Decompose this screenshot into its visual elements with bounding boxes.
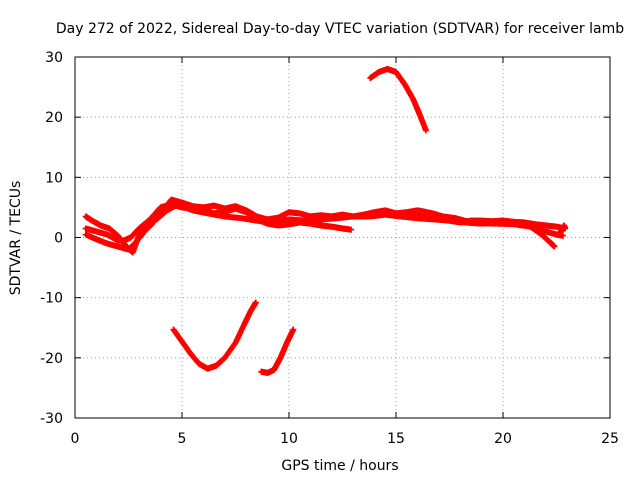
series-track-3 (82, 201, 558, 253)
y-tick-label: -10 (40, 291, 63, 307)
series-track-6 (367, 66, 429, 134)
x-axis-label: GPS time / hours (281, 458, 398, 474)
y-tick-label: -20 (40, 351, 63, 367)
x-tick-label: 25 (601, 431, 619, 447)
data-point (290, 326, 297, 333)
y-tick-label: 10 (45, 170, 63, 186)
data-point (551, 243, 558, 250)
y-tick-label: -30 (40, 411, 63, 427)
series-track-4 (393, 207, 566, 239)
series-track-5 (555, 222, 569, 238)
x-tick-label: 5 (178, 431, 187, 447)
data-point (559, 232, 566, 239)
y-tick-label: 0 (54, 231, 63, 247)
y-axis-label: SDTVAR / TECUs (8, 181, 24, 296)
series-track-7 (170, 299, 259, 372)
grid (75, 57, 610, 418)
data-points (82, 66, 569, 376)
x-tick-label: 20 (494, 431, 512, 447)
data-point (422, 127, 429, 134)
ticks: 0 5 10 15 20 25 -30 -20 -10 0 10 20 30 (40, 50, 619, 447)
x-tick-label: 0 (71, 431, 80, 447)
x-tick-label: 10 (280, 431, 298, 447)
x-tick-label: 15 (387, 431, 405, 447)
y-tick-label: 30 (45, 50, 63, 66)
y-tick-label: 20 (45, 110, 63, 126)
data-point (252, 299, 259, 306)
data-point (562, 225, 569, 232)
chart-title: Day 272 of 2022, Sidereal Day-to-day VTE… (56, 21, 624, 37)
data-point (348, 226, 355, 233)
series-track-8 (258, 326, 297, 376)
